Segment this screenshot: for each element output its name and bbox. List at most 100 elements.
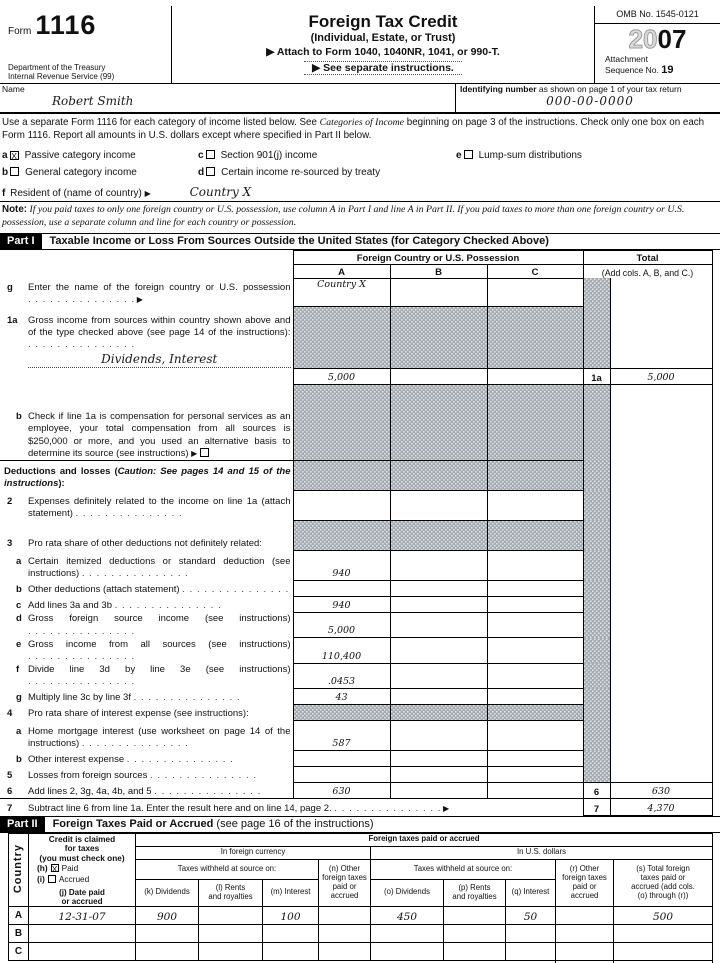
line-6-col-b-input[interactable] (389, 781, 488, 799)
line-5-col-a-input[interactable] (292, 765, 391, 783)
in-foreign-currency-header: In foreign currency (135, 845, 371, 860)
resident-country-input[interactable]: Country X (189, 185, 252, 200)
line-3b-col-b-input[interactable] (389, 579, 488, 597)
row-a-o-input[interactable]: 450 (370, 905, 444, 925)
checkbox-paid[interactable]: X (50, 864, 59, 875)
line-3c-col-b-input[interactable] (389, 595, 488, 613)
row-c-p-input[interactable] (443, 941, 506, 961)
line-g-col-b-input[interactable] (389, 277, 488, 307)
row-b-date-input[interactable] (28, 923, 136, 943)
line-2-col-c-input[interactable] (486, 489, 584, 521)
line-3g-col-c-input[interactable] (486, 687, 584, 705)
row-c-n-input[interactable] (318, 941, 371, 961)
line-3d-col-c-input[interactable] (486, 611, 584, 639)
line-1a-col-b-input[interactable] (389, 367, 488, 385)
line-3e-col-a-input[interactable]: 110,400 (292, 637, 391, 664)
line-1a-col-a-input[interactable]: 5,000 (292, 367, 391, 385)
line-3e-col-c-input[interactable] (486, 637, 584, 664)
row-b-m-input[interactable] (262, 923, 319, 943)
row-b-q-input[interactable] (505, 923, 556, 943)
line-4b-col-a-input[interactable] (292, 749, 391, 767)
row-b-n-input[interactable] (318, 923, 371, 943)
row-b-o-input[interactable] (370, 923, 444, 943)
col-group-header: Foreign Country or U.S. Possession (292, 249, 584, 265)
row-a-p-input[interactable] (443, 905, 506, 925)
line-1a-desc: 1a Gross income from sources within coun… (0, 306, 294, 369)
line-3b-col-c-input[interactable] (486, 579, 584, 597)
row-c-q-input[interactable] (505, 941, 556, 961)
line-3b-col-a-input[interactable] (292, 579, 391, 597)
line-1a-writein-input[interactable]: Dividends, Interest (28, 352, 291, 369)
row-a-s-input[interactable]: 500 (613, 905, 713, 925)
line-3d-col-b-input[interactable] (389, 611, 488, 639)
row-c-o-input[interactable] (370, 941, 444, 961)
line-3a-col-b-input[interactable] (389, 549, 488, 581)
checkbox-accrued[interactable] (47, 875, 56, 883)
withheld-us-header: Taxes withheld at source on: (370, 858, 556, 880)
line-6-desc: 6 Add lines 2, 3g, 4a, 4b, and 5 (0, 782, 294, 799)
line-6-col-c-input[interactable] (486, 781, 584, 799)
part2-tag: Part II (0, 816, 45, 832)
row-a-label: A (8, 905, 29, 925)
row-a-n-input[interactable] (318, 905, 371, 925)
line-3a-desc: a Certain itemized deductions or standard… (0, 550, 294, 581)
line-4a-col-a-input[interactable]: 587 (292, 719, 391, 751)
line-g-col-a-input[interactable]: Country X (292, 277, 391, 307)
row-a-l-input[interactable] (198, 905, 263, 925)
checkbox-section901j[interactable] (205, 150, 215, 160)
arrow-icon: ▶ (144, 189, 151, 199)
line-3a-col-c-input[interactable] (486, 549, 584, 581)
line-g-col-c-input[interactable] (486, 277, 584, 307)
line-4b-col-b-input[interactable] (389, 749, 488, 767)
row-c-r-input[interactable] (555, 941, 614, 961)
checkbox-resourced[interactable] (206, 167, 216, 177)
tax-year: 2007 (628, 24, 687, 54)
line-4b-col-c-input[interactable] (486, 749, 584, 767)
line-3g-col-b-input[interactable] (389, 687, 488, 705)
line-3c-col-a-input[interactable]: 940 (292, 595, 391, 613)
line-3d-col-a-input[interactable]: 5,000 (292, 611, 391, 639)
line-3e-col-b-input[interactable] (389, 637, 488, 664)
line-3c-col-c-input[interactable] (486, 595, 584, 613)
row-c-l-input[interactable] (198, 941, 263, 961)
col-p-header: (p) Rents and royalties (443, 878, 506, 907)
row-c-m-input[interactable] (262, 941, 319, 961)
line-3f-col-b-input[interactable] (389, 662, 488, 689)
line-2-col-b-input[interactable] (389, 489, 488, 521)
checkbox-lumpsum[interactable] (463, 150, 473, 160)
checkbox-passive[interactable]: X (9, 151, 19, 162)
line-5-col-b-input[interactable] (389, 765, 488, 783)
line-5-col-c-input[interactable] (486, 765, 584, 783)
row-b-l-input[interactable] (198, 923, 263, 943)
line-4a-col-c-input[interactable] (486, 719, 584, 751)
accrued-checkbox-row: (i) Accrued (37, 874, 90, 884)
line-3f-col-a-input[interactable]: .0453 (292, 662, 391, 689)
paid-checkbox-row: (h) X Paid (37, 863, 79, 875)
row-a-date-input[interactable]: 12-31-07 (28, 905, 136, 925)
line-2-col-a-input[interactable] (292, 489, 391, 521)
line-1a-col-c-input[interactable] (486, 367, 584, 385)
row-c-s-input[interactable] (613, 941, 713, 961)
name-input[interactable]: Robert Smith (52, 94, 134, 108)
row-b-p-input[interactable] (443, 923, 506, 943)
line-4a-col-b-input[interactable] (389, 719, 488, 751)
category-e-lumpsum: e Lump-sum distributions (456, 150, 582, 162)
row-b-label: B (8, 923, 29, 943)
row-a-m-input[interactable]: 100 (262, 905, 319, 925)
checkbox-1b[interactable] (199, 447, 209, 457)
line-3g-col-a-input[interactable]: 43 (292, 687, 391, 705)
line-6-col-a-input[interactable]: 630 (292, 781, 391, 799)
row-a-q-input[interactable]: 50 (505, 905, 556, 925)
line-3f-col-c-input[interactable] (486, 662, 584, 689)
row-a-k-input[interactable]: 900 (135, 905, 199, 925)
row-b-s-input[interactable] (613, 923, 713, 943)
checkbox-general[interactable] (10, 167, 20, 177)
row-c-k-input[interactable] (135, 941, 199, 961)
row-c-date-input[interactable] (28, 941, 136, 961)
line-3a-col-a-input[interactable]: 940 (292, 549, 391, 581)
identifying-number-input[interactable]: 000-00-0000 (546, 94, 634, 108)
row-b-k-input[interactable] (135, 923, 199, 943)
row-b-r-input[interactable] (555, 923, 614, 943)
row-a-r-input[interactable] (555, 905, 614, 925)
attachment-sequence: Attachment Sequence No. 19 (605, 54, 674, 77)
